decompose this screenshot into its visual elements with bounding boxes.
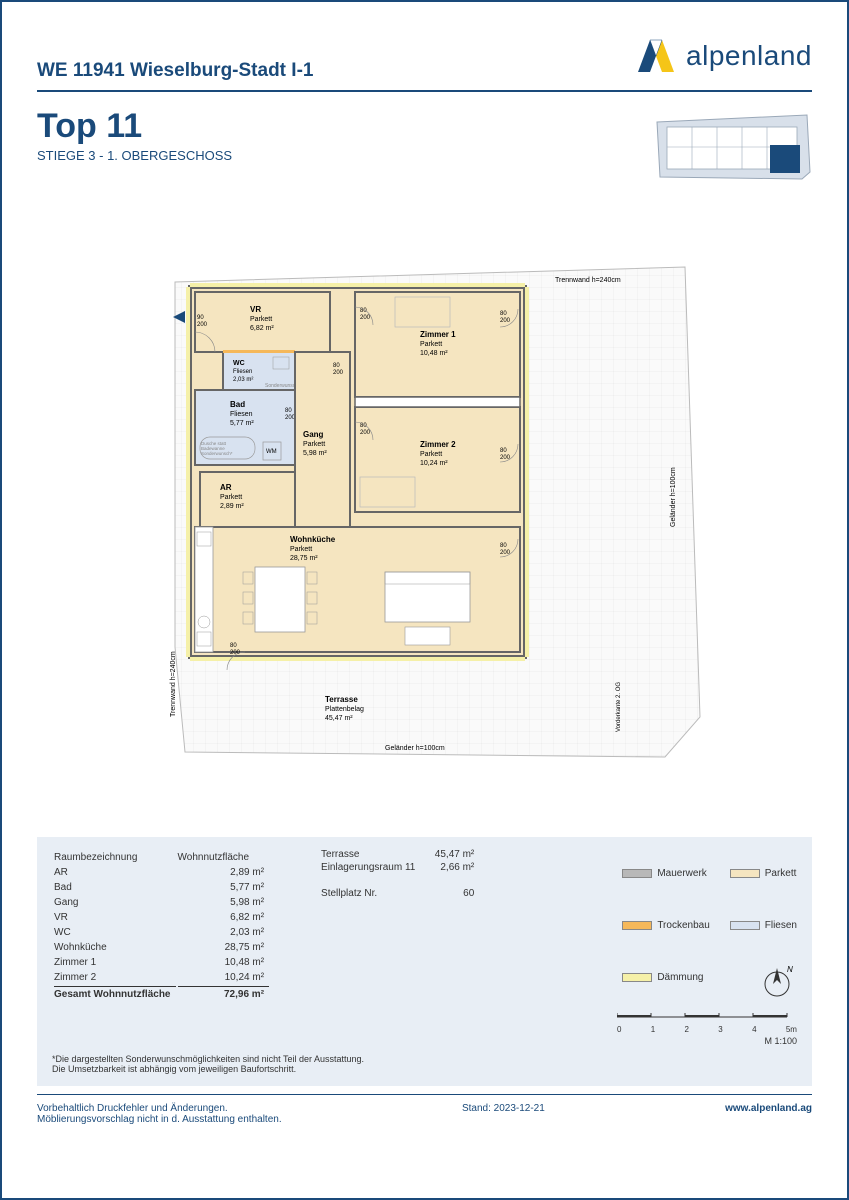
svg-text:Parkett: Parkett [220, 494, 242, 501]
svg-text:80: 80 [500, 448, 507, 454]
unit-heading: Top 11 STIEGE 3 - 1. OBERGESCHOSS [37, 107, 232, 163]
svg-text:5,98 m²: 5,98 m² [303, 450, 327, 457]
svg-text:Parkett: Parkett [290, 546, 312, 553]
footer-disclaimer: Vorbehaltlich Druckfehler und Änderungen… [37, 1103, 282, 1125]
table-row: Wohnküche28,75 m² [54, 941, 269, 954]
svg-text:Fliesen: Fliesen [233, 369, 252, 375]
svg-text:200: 200 [333, 370, 344, 376]
svg-text:Gang: Gang [303, 430, 324, 439]
table-row: Zimmer 110,48 m² [54, 956, 269, 969]
svg-text:Zimmer 2: Zimmer 2 [420, 440, 456, 449]
unit-subtitle: STIEGE 3 - 1. OBERGESCHOSS [37, 148, 232, 163]
svg-text:Geländer h=100cm: Geländer h=100cm [385, 745, 445, 752]
extras-column: Terrasse45,47 m² Einlagerungsraum 112,66… [321, 849, 474, 1002]
svg-text:Vorderkante 2. OG: Vorderkante 2. OG [616, 682, 622, 732]
compass-icon: N [757, 962, 797, 1002]
table-row: Gang5,98 m² [54, 896, 269, 909]
svg-text:2,89 m²: 2,89 m² [220, 503, 244, 510]
svg-text:2,03 m²: 2,03 m² [233, 377, 253, 383]
svg-text:Plattenbelag: Plattenbelag [325, 706, 364, 713]
room-vr-label: VR [250, 305, 261, 314]
room-table-header-area: Wohnnutzfläche [178, 851, 270, 864]
svg-text:200: 200 [360, 315, 371, 321]
svg-text:Trennwand h=240cm: Trennwand h=240cm [555, 277, 621, 284]
svg-text:10,24 m²: 10,24 m² [420, 460, 448, 467]
svg-text:Wohnküche: Wohnküche [290, 535, 336, 544]
footer-stand: Stand: 2023-12-21 [462, 1103, 545, 1125]
table-row: VR6,82 m² [54, 911, 269, 924]
svg-text:80: 80 [230, 643, 237, 649]
svg-text:Geländer h=100cm: Geländer h=100cm [670, 467, 677, 527]
footer-url: www.alpenland.ag [725, 1103, 812, 1125]
logo-icon [630, 32, 678, 80]
legend-item: Mauerwerk [622, 849, 709, 897]
svg-text:80: 80 [285, 408, 292, 414]
legend-item: Fliesen [730, 901, 797, 949]
table-row: Bad5,77 m² [54, 881, 269, 894]
svg-text:N: N [787, 965, 793, 974]
footnote-sonderwunsch: *Die dargestellten Sonderwunschmöglichke… [52, 1054, 797, 1074]
floorplan-svg: VR Parkett 6,82 m² 90 200 WC Fliesen 2,0… [145, 227, 705, 787]
mini-location-plan [652, 107, 812, 187]
table-row: AR2,89 m² [54, 866, 269, 879]
svg-text:200: 200 [500, 318, 511, 324]
svg-text:80: 80 [333, 363, 340, 369]
svg-text:5,77 m²: 5,77 m² [230, 420, 254, 427]
compass: N [757, 962, 797, 1005]
svg-text:28,75 m²: 28,75 m² [290, 555, 318, 562]
legend-item: Trockenbau [622, 901, 709, 949]
info-columns: Raumbezeichnung Wohnnutzfläche AR2,89 m²… [52, 849, 797, 1002]
extra-row: Terrasse45,47 m² [321, 849, 474, 862]
svg-text:Sonderwunsch*: Sonderwunsch* [201, 451, 233, 456]
legend-item: Dämmung [622, 954, 709, 1002]
svg-text:Bad: Bad [230, 400, 245, 409]
room-table-header-name: Raumbezeichnung [54, 851, 176, 864]
svg-text:90: 90 [197, 315, 204, 321]
svg-text:200: 200 [360, 430, 371, 436]
info-panel: Raumbezeichnung Wohnnutzfläche AR2,89 m²… [37, 837, 812, 1086]
project-code: WE 11941 Wieselburg-Stadt I-1 [37, 60, 313, 82]
svg-text:Zimmer 1: Zimmer 1 [420, 330, 456, 339]
svg-text:200: 200 [500, 550, 511, 556]
unit-title: Top 11 [37, 107, 232, 146]
extra-row: Stellplatz Nr.60 [321, 888, 474, 901]
room-vr-area: 6,82 m² [250, 325, 274, 332]
svg-text:Trennwand h=240cm: Trennwand h=240cm [170, 651, 177, 717]
legend-item: Parkett [730, 849, 797, 897]
svg-text:AR: AR [220, 483, 232, 492]
extra-row: Einlagerungsraum 112,66 m² [321, 862, 474, 875]
svg-text:80: 80 [500, 311, 507, 317]
page: WE 11941 Wieselburg-Stadt I-1 alpenland … [0, 0, 849, 1200]
svg-text:80: 80 [500, 543, 507, 549]
svg-text:200: 200 [500, 455, 511, 461]
svg-text:Terrasse: Terrasse [325, 695, 358, 704]
svg-text:Fliesen: Fliesen [230, 411, 253, 418]
room-table: Raumbezeichnung Wohnnutzfläche AR2,89 m²… [52, 849, 271, 1002]
brand-name: alpenland [686, 40, 812, 72]
header: WE 11941 Wieselburg-Stadt I-1 alpenland [37, 32, 812, 92]
svg-text:Parkett: Parkett [303, 441, 325, 448]
floorplan: VR Parkett 6,82 m² 90 200 WC Fliesen 2,0… [37, 227, 812, 787]
table-row: WC2,03 m² [54, 926, 269, 939]
svg-text:200: 200 [197, 322, 208, 328]
scale-bar: 0 1 2 3 4 5m M 1:100 [617, 1009, 797, 1046]
svg-text:Parkett: Parkett [420, 451, 442, 458]
room-vr-surface: Parkett [250, 316, 272, 323]
subheader: Top 11 STIEGE 3 - 1. OBERGESCHOSS [37, 107, 812, 187]
brand-logo: alpenland [630, 32, 812, 80]
svg-text:45,47 m²: 45,47 m² [325, 715, 353, 722]
svg-text:Parkett: Parkett [420, 341, 442, 348]
svg-text:WM: WM [266, 449, 277, 455]
scale-ratio: M 1:100 [617, 1036, 797, 1046]
footer: Vorbehaltlich Druckfehler und Änderungen… [37, 1094, 812, 1125]
total-row: Gesamt Wohnnutzfläche72,96 m² [54, 986, 269, 1000]
svg-text:10,48 m²: 10,48 m² [420, 350, 448, 357]
svg-text:WC: WC [233, 360, 245, 367]
table-row: Zimmer 210,24 m² [54, 971, 269, 984]
